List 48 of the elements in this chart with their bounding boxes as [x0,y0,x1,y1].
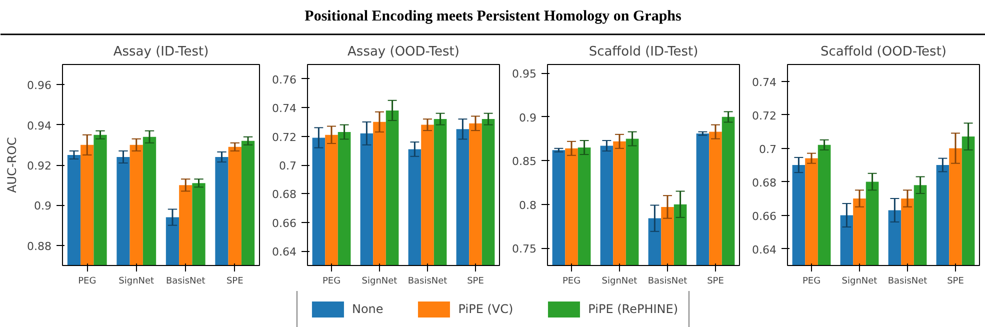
y-tick-label: 0.72 [272,130,297,144]
text: Positional Encoding meets Persistent Homology on Graphs [304,8,682,25]
y-tick-label: 0.8 [519,198,537,212]
chart-title: Scaffold (OOD-Test) [820,44,947,60]
y-tick-label: 0.68 [752,176,777,190]
y-tick-label: 0.66 [272,216,297,230]
y-tick-label: 0.75 [512,242,537,256]
y-tick-label: 0.74 [752,76,777,89]
y-tick-label: 0.76 [272,73,297,86]
x-tick-label: PEG [322,276,341,286]
x-tick-label: PEG [802,276,821,286]
x-tick-label: BasisNet [408,276,448,286]
y-tick-label: 0.9 [519,111,537,124]
x-tick-label: SignNet [842,276,878,286]
x-tick-label: SignNet [602,276,638,286]
y-tick-label: 0.95 [512,68,537,81]
x-tick-label: SPE [226,276,244,286]
x-tick-label: SPE [467,276,484,286]
chart-title: Scaffold (ID-Test) [588,44,698,60]
y-tick-label: 0.7 [279,160,297,172]
y-axis-title: AUC-ROC [5,137,20,193]
y-tick-label: 0.64 [752,243,777,256]
chart-title: Assay (ID-Test) [113,44,209,60]
legend-label: None [352,302,384,316]
y-tick-label: 0.92 [27,160,52,172]
x-tick-label: BasisNet [166,276,206,286]
y-tick-label: 0.68 [272,188,297,202]
x-tick-label: BasisNet [888,276,928,286]
y-tick-label: 0.7 [759,142,777,156]
y-tick-label: 0.88 [27,240,52,253]
y-tick-label: 0.66 [752,210,777,223]
y-tick-label: 0.9 [34,200,52,213]
x-tick-label: PEG [562,276,581,286]
x-tick-label: SignNet [118,276,155,286]
y-tick-label: 0.85 [512,155,537,168]
y-tick-label: 0.72 [752,109,777,122]
x-tick-label: SPE [947,276,964,286]
y-tick-label: 0.96 [27,79,52,92]
x-tick-label: PEG [78,276,96,286]
x-tick-label: SPE [707,276,724,286]
legend-label: PiPE (VC) [458,302,514,316]
legend-label: PiPE (RePHINE) [588,302,678,316]
y-tick-label: 0.94 [27,119,52,132]
y-tick-label: 0.64 [272,246,297,259]
x-tick-label: BasisNet [648,276,688,286]
x-tick-label: SignNet [362,276,398,286]
chart-title: Assay (OOD-Test) [348,44,460,60]
y-tick-label: 0.74 [272,102,297,116]
